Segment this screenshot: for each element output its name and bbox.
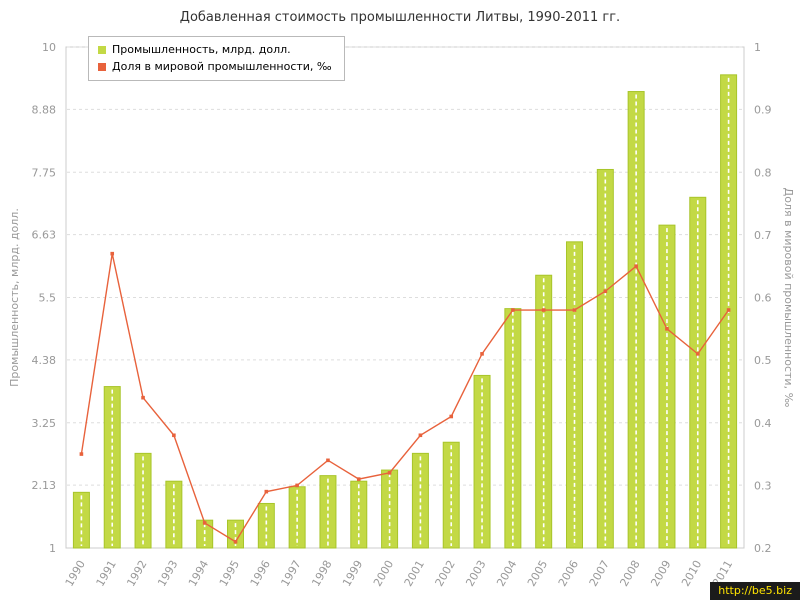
- right-axis-tick: 0.3: [754, 479, 772, 492]
- line-point: [172, 433, 176, 438]
- right-axis-tick: 0.6: [754, 292, 772, 305]
- bar[interactable]: [473, 374, 491, 549]
- bar[interactable]: [257, 502, 275, 549]
- x-axis-label: 2000: [371, 558, 396, 589]
- line-point: [326, 458, 330, 463]
- x-axis-label: 1997: [278, 558, 303, 589]
- legend-item-industry[interactable]: Промышленность, млрд. долл.: [98, 43, 332, 56]
- x-axis-label: 2004: [494, 558, 519, 589]
- legend-marker-share: [98, 62, 106, 71]
- bar[interactable]: [504, 308, 522, 549]
- x-axis-label: 1996: [248, 558, 273, 589]
- right-axis-tick: 0.9: [754, 104, 772, 117]
- legend-marker-industry: [98, 45, 106, 54]
- line-point: [110, 251, 115, 256]
- line-point: [387, 471, 392, 475]
- right-axis-tick: 0.2: [754, 542, 772, 555]
- line-point: [264, 489, 269, 494]
- left-axis-tick: 1: [49, 542, 56, 555]
- x-axis-label: 2007: [587, 558, 612, 589]
- bar[interactable]: [319, 475, 337, 549]
- line-point: [511, 308, 515, 312]
- x-axis-label: 1990: [63, 558, 88, 589]
- x-axis-label: 1999: [340, 558, 365, 589]
- x-axis-label: 1994: [186, 558, 211, 589]
- left-axis-tick: 7.75: [32, 166, 57, 179]
- x-axis-label: 1998: [309, 558, 334, 589]
- x-axis-label: 2006: [556, 558, 581, 589]
- left-axis-tick: 10: [42, 41, 56, 54]
- legend: Промышленность, млрд. долл. Доля в миров…: [88, 36, 345, 81]
- line-point: [141, 395, 145, 400]
- left-axis-tick: 4.38: [32, 354, 57, 367]
- line-point: [295, 483, 299, 488]
- watermark-link[interactable]: http://be5.biz: [710, 582, 800, 600]
- line-point: [695, 352, 700, 356]
- line-point: [634, 264, 638, 268]
- line-point: [665, 327, 669, 331]
- left-axis-tick: 5.5: [39, 292, 57, 305]
- bar[interactable]: [689, 196, 707, 549]
- line-point: [572, 308, 577, 312]
- legend-label-share: Доля в мировой промышленности, ‰: [112, 60, 332, 73]
- x-axis-label: 2002: [433, 558, 458, 589]
- left-axis-tick: 2.13: [32, 479, 57, 492]
- x-axis-label: 1995: [217, 558, 242, 589]
- bar[interactable]: [658, 224, 676, 549]
- x-axis-label: 1991: [94, 558, 119, 589]
- x-axis-label: 2001: [402, 558, 427, 589]
- x-axis-label: 2009: [648, 558, 673, 589]
- line-point: [541, 308, 546, 312]
- right-axis-title: Доля в мировой промышленности, ‰: [782, 188, 795, 408]
- x-axis-label: 1993: [155, 558, 180, 589]
- x-axis-label: 2003: [463, 558, 488, 589]
- line-point: [726, 308, 731, 312]
- line-point: [603, 289, 608, 294]
- left-axis-tick: 8.88: [32, 103, 57, 116]
- x-axis-label: 1992: [124, 558, 149, 589]
- x-axis-label: 2010: [679, 558, 704, 589]
- bar[interactable]: [596, 168, 614, 549]
- line-point: [480, 352, 484, 356]
- chart-title: Добавленная стоимость промышленности Лит…: [179, 10, 621, 25]
- right-axis-tick: 1: [754, 41, 761, 54]
- right-axis-tick: 0.7: [754, 229, 772, 242]
- line-point: [418, 433, 423, 438]
- x-axis-label: 2005: [525, 558, 550, 589]
- right-axis-tick: 0.4: [754, 417, 772, 430]
- right-axis-tick: 0.5: [754, 354, 772, 367]
- left-axis-tick: 3.25: [32, 417, 57, 430]
- line-point: [233, 539, 238, 544]
- x-axis-label: 2008: [617, 558, 642, 589]
- legend-label-industry: Промышленность, млрд. долл.: [112, 43, 291, 56]
- line-point: [449, 414, 454, 419]
- share-line: [80, 253, 730, 543]
- right-axis-tick: 0.8: [754, 166, 772, 179]
- left-axis-title: Промышленность, млрд. долл.: [8, 208, 21, 387]
- line-point: [356, 477, 361, 481]
- left-axis-tick: 6.63: [32, 229, 57, 242]
- line-point: [202, 521, 207, 525]
- legend-item-share[interactable]: Доля в мировой промышленности, ‰: [98, 60, 332, 73]
- line-point: [79, 452, 84, 456]
